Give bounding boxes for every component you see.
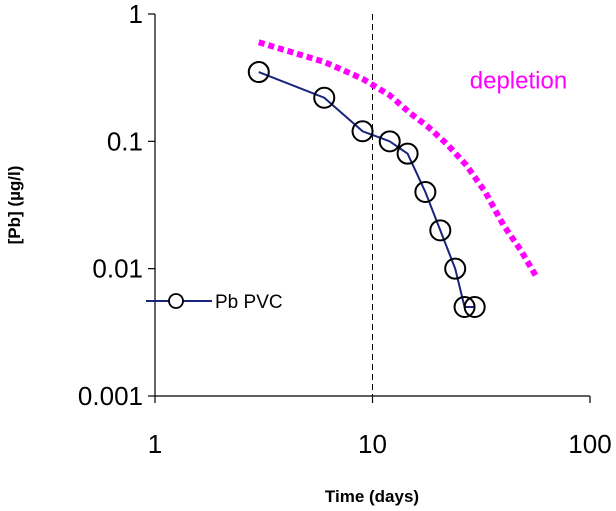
data-point <box>351 120 374 143</box>
y-tick-label: 1 <box>129 0 143 29</box>
legend-label: Pb PVC <box>215 292 283 313</box>
y-axis-title: [Pb] (µg/l) <box>5 166 24 245</box>
data-point <box>453 295 476 318</box>
legend: Pb PVC <box>146 292 283 313</box>
x-tick-label: 10 <box>358 429 387 459</box>
depletion-curve <box>257 39 540 280</box>
data-point <box>414 181 437 204</box>
series-group <box>247 61 486 318</box>
x-ticks: 1 10 100 <box>148 396 612 459</box>
data-point <box>378 130 401 153</box>
data-point <box>247 61 270 84</box>
series-line <box>258 71 475 308</box>
data-point <box>396 142 419 165</box>
data-point <box>463 295 486 318</box>
data-point <box>444 257 467 280</box>
legend-marker <box>168 293 184 309</box>
depletion-label: depletion <box>470 68 567 95</box>
x-axis-title: Time (days) <box>325 487 419 506</box>
depletion-curve-group <box>257 39 540 280</box>
data-point <box>429 219 452 242</box>
y-tick-label: 0.1 <box>107 126 143 156</box>
x-tick-label: 100 <box>568 429 611 459</box>
x-tick-label: 1 <box>148 429 162 459</box>
plot-area: 1 0.1 0.01 0.001 1 10 100 depletion <box>78 0 612 459</box>
y-tick-label: 0.01 <box>92 254 143 284</box>
y-tick-label: 0.001 <box>78 381 143 411</box>
y-ticks: 1 0.1 0.01 0.001 <box>78 0 155 411</box>
data-point <box>313 86 336 109</box>
